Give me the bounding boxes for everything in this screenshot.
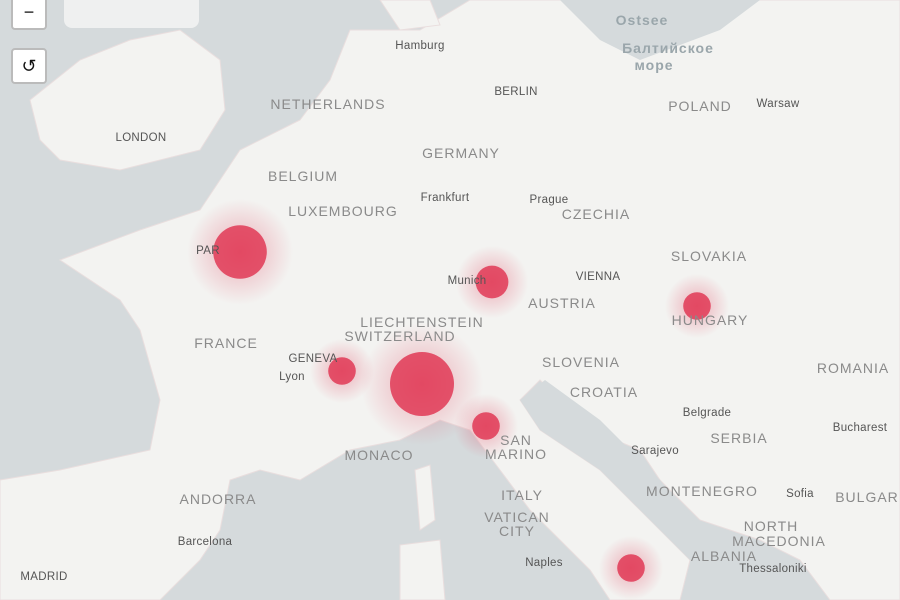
city-label: Bucharest	[832, 422, 888, 434]
country-label: MARINO	[485, 446, 547, 462]
country-label: GERMANY	[422, 145, 500, 161]
country-label: MACEDONIA	[732, 533, 826, 549]
land-britain	[29, 29, 226, 171]
city-label: VIENNA	[575, 271, 621, 283]
city-label: Prague	[529, 194, 569, 206]
sea-label: Балтийское	[622, 40, 714, 56]
city-label: Hamburg	[395, 40, 445, 52]
country-label: SERBIA	[710, 430, 768, 446]
country-label: SAN	[500, 432, 532, 448]
country-label: ITALY	[501, 487, 543, 503]
country-label: CROATIA	[569, 384, 639, 400]
land-corsica	[414, 464, 436, 531]
country-label: ROMANIA	[816, 360, 890, 376]
city-label: GENEVA	[288, 353, 338, 365]
sea-label: море	[634, 57, 674, 73]
country-label: MONTENEGRO	[646, 483, 758, 499]
sea-baltic	[560, 0, 760, 60]
reset-icon: ↺	[21, 55, 37, 76]
city-label: Sarajevo	[631, 445, 679, 457]
city-label: Naples	[525, 557, 563, 569]
heat-point-paris[interactable]	[213, 225, 267, 279]
country-label: LIECHTENSTEIN	[360, 314, 484, 330]
country-label: NORTH	[743, 518, 799, 534]
sea-adriatic	[520, 380, 700, 560]
country-label: VATICAN	[484, 509, 550, 525]
country-label: NETHERLANDS	[270, 96, 386, 112]
heat-point-bologna[interactable]	[472, 412, 500, 440]
city-label: Frankfurt	[420, 192, 470, 204]
city-label: Lyon	[279, 371, 305, 383]
city-label: Sofia	[786, 488, 814, 500]
country-label: MONACO	[344, 447, 414, 463]
country-label: SLOVENIA	[541, 354, 621, 370]
country-label: AUSTRIA	[528, 295, 596, 311]
heat-point-budapest[interactable]	[683, 292, 711, 320]
city-label: Munich	[447, 275, 487, 287]
land-sardinia	[399, 539, 446, 600]
zoom-out-button[interactable]: −	[11, 0, 47, 30]
city-label: Barcelona	[177, 536, 233, 548]
heat-layer	[187, 199, 730, 600]
city-label: PAR	[196, 245, 220, 257]
country-label: FRANCE	[194, 335, 258, 351]
city-label: Belgrade	[682, 407, 732, 419]
city-label: BERLIN	[494, 86, 538, 98]
country-label: LUXEMBOURG	[288, 203, 398, 219]
info-panel	[64, 0, 199, 28]
country-label: SLOVAKIA	[670, 248, 748, 264]
country-label: ANDORRA	[179, 491, 257, 507]
country-label: BELGIUM	[267, 168, 339, 184]
city-label: LONDON	[115, 132, 167, 144]
reset-view-button[interactable]: ↺	[11, 48, 47, 84]
city-label: Thessaloniki	[739, 563, 807, 575]
heat-point-geneva[interactable]	[328, 357, 356, 385]
heat-point-southern-italy[interactable]	[617, 554, 645, 582]
heat-point-milan[interactable]	[390, 352, 454, 416]
country-label: BULGAR	[835, 489, 899, 505]
city-label: MADRID	[20, 571, 68, 583]
sea-label: Ostsee	[615, 12, 669, 28]
country-label: POLAND	[668, 98, 732, 114]
land-denmark	[379, 0, 441, 31]
heat-point-munich[interactable]	[475, 265, 509, 299]
country-label: HUNGARY	[671, 312, 749, 328]
city-label: Warsaw	[756, 98, 800, 110]
country-label: ALBANIA	[690, 548, 758, 564]
country-label: SWITZERLAND	[344, 328, 456, 344]
country-label: CZECHIA	[561, 206, 631, 222]
country-label: CITY	[499, 523, 535, 539]
